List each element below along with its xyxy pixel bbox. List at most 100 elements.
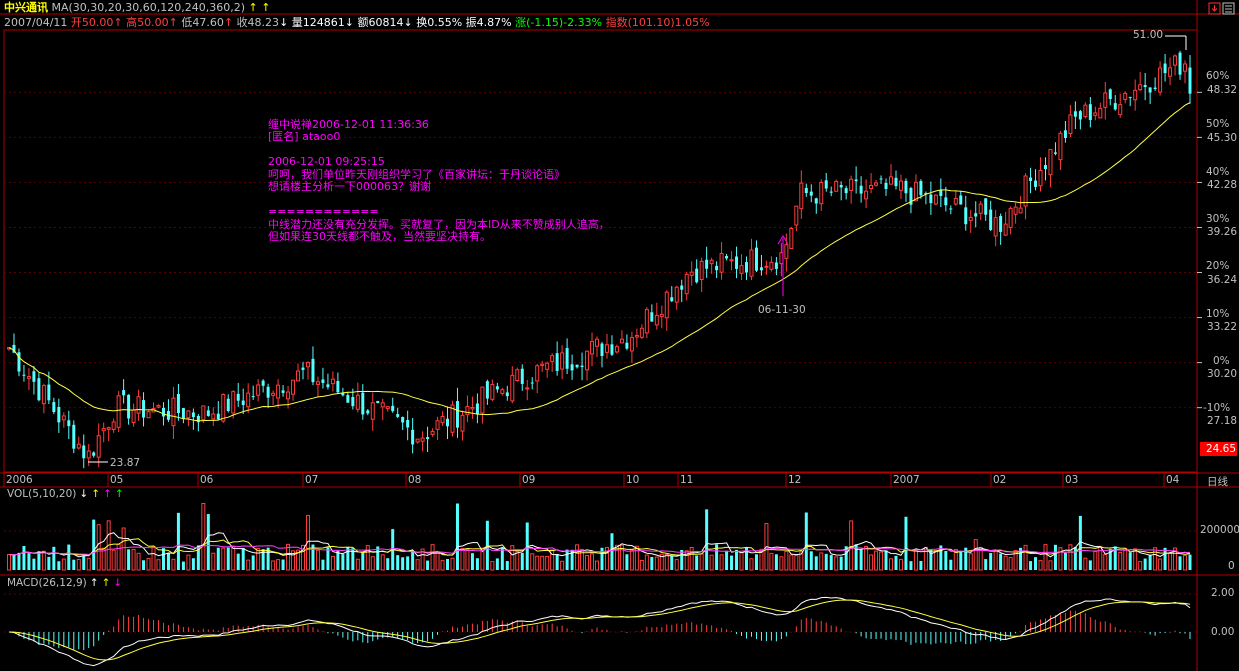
- volume-bar: [67, 544, 71, 570]
- volume-bar: [22, 545, 26, 570]
- volume-bar: [121, 527, 126, 571]
- volume-bar: [1178, 556, 1182, 570]
- candle-body: [236, 393, 240, 401]
- candle-body: [426, 437, 430, 440]
- volume-bar: [1013, 550, 1018, 571]
- candle-body: [111, 421, 116, 431]
- axis-price-45: 45.30: [1207, 132, 1238, 144]
- volume-bar: [305, 514, 310, 571]
- candle-body: [281, 390, 285, 393]
- marker-date-label: 06-11-30: [758, 304, 806, 316]
- volume-bar: [919, 560, 923, 570]
- volume-bar: [515, 550, 520, 571]
- x-label-05: 05: [110, 474, 124, 486]
- candle-body: [391, 405, 395, 412]
- candle-body: [510, 374, 515, 402]
- candle-body: [1048, 148, 1053, 176]
- volume-bar: [874, 550, 879, 571]
- candle-body: [326, 384, 330, 388]
- volume-bar: [1048, 560, 1053, 571]
- candle-body: [799, 182, 804, 210]
- macd-dif-line: [8, 596, 1191, 667]
- volume-bar: [1168, 553, 1173, 571]
- candle-body: [37, 378, 41, 401]
- candle-body: [505, 392, 509, 397]
- candle-body: [61, 415, 66, 421]
- candle-body: [959, 195, 963, 205]
- volume-bar: [480, 547, 485, 571]
- volume-ma-line: [8, 538, 1191, 556]
- candle-body: [1093, 112, 1098, 116]
- candle-body: [1078, 111, 1082, 120]
- volume-bar: [37, 551, 41, 570]
- amount-arrow: ↓: [403, 16, 413, 29]
- volume-bar: [176, 512, 180, 570]
- candle-body: [968, 216, 973, 221]
- vol-tick-0: 0: [1228, 560, 1235, 572]
- volume-bar: [1148, 555, 1152, 570]
- close-icon[interactable]: [1208, 2, 1236, 16]
- period-label[interactable]: 日线: [1207, 476, 1228, 488]
- candle-body: [619, 338, 624, 344]
- ma-label: MA(30,30,20,30,60,120,240,360,2): [51, 1, 246, 14]
- candle-body: [829, 191, 833, 193]
- volume-bar: [949, 559, 953, 570]
- candle-body: [1153, 87, 1157, 89]
- close-arrow: ↓: [279, 16, 289, 29]
- volume-bar: [251, 555, 255, 570]
- volume-bar: [575, 544, 580, 571]
- candle-body: [515, 369, 520, 382]
- volume-bar: [804, 512, 808, 570]
- x-label-2007: 2007: [893, 474, 920, 486]
- volume-bar: [146, 557, 151, 571]
- volume-bar: [1003, 555, 1008, 571]
- candle-body: [929, 194, 933, 204]
- volume-bar: [725, 550, 729, 570]
- vol-arrow-2: ↑: [91, 488, 101, 500]
- candle-body: [1158, 67, 1163, 93]
- macd-tick-0: 0.00: [1211, 626, 1235, 638]
- candle-body: [1133, 89, 1138, 101]
- candle-body: [176, 394, 180, 414]
- candle-body: [131, 409, 136, 424]
- window-controls[interactable]: [1208, 2, 1236, 16]
- candle-body: [1063, 130, 1067, 139]
- candle-body: [1108, 89, 1112, 100]
- volume-bar: [455, 503, 459, 570]
- volume-bar: [604, 546, 609, 571]
- volume-bar: [82, 556, 86, 570]
- axis-price-42: 42.28: [1207, 179, 1238, 191]
- macd-tick-2: 2.00: [1211, 587, 1235, 599]
- volume-bar: [644, 554, 649, 571]
- candle-body: [999, 216, 1003, 232]
- candle-body: [590, 340, 595, 355]
- header-line-2: 2007/04/11 开50.00↑ 高50.00↑ 低47.60↑ 收48.2…: [4, 16, 710, 29]
- candle-body: [745, 262, 749, 273]
- x-label-12: 12: [788, 474, 802, 486]
- vol-tick-200000: 200000: [1200, 524, 1239, 536]
- volume-bar: [1063, 552, 1067, 570]
- candle-body: [964, 207, 968, 225]
- candle-body: [216, 413, 220, 420]
- volume-bar: [1123, 547, 1128, 571]
- volume-bar: [47, 556, 51, 570]
- volume-bar: [1188, 554, 1192, 570]
- volume-bar: [291, 550, 296, 571]
- candle-body: [26, 376, 31, 379]
- candle-body: [1088, 104, 1092, 121]
- volume-bar: [634, 545, 639, 571]
- annotation-line: 中线潜力还没有充分发挥。买就复了，因为本ID从来不赞成别人追高，: [268, 217, 610, 231]
- volume-bar: [565, 549, 569, 570]
- volume-bar: [1153, 547, 1158, 571]
- annotation-line: ============: [268, 205, 379, 218]
- volume-bar: [161, 548, 165, 570]
- candle-body: [889, 176, 894, 185]
- volume-bar: [1038, 560, 1043, 571]
- candle-body: [709, 259, 714, 265]
- header-line-1: 中兴通讯 MA(30,30,20,30,60,120,240,360,2) ↑ …: [4, 1, 270, 14]
- volume-bar: [839, 556, 843, 570]
- candle-body: [256, 384, 261, 396]
- volume-bar: [1103, 553, 1108, 571]
- volume-bar: [450, 557, 455, 571]
